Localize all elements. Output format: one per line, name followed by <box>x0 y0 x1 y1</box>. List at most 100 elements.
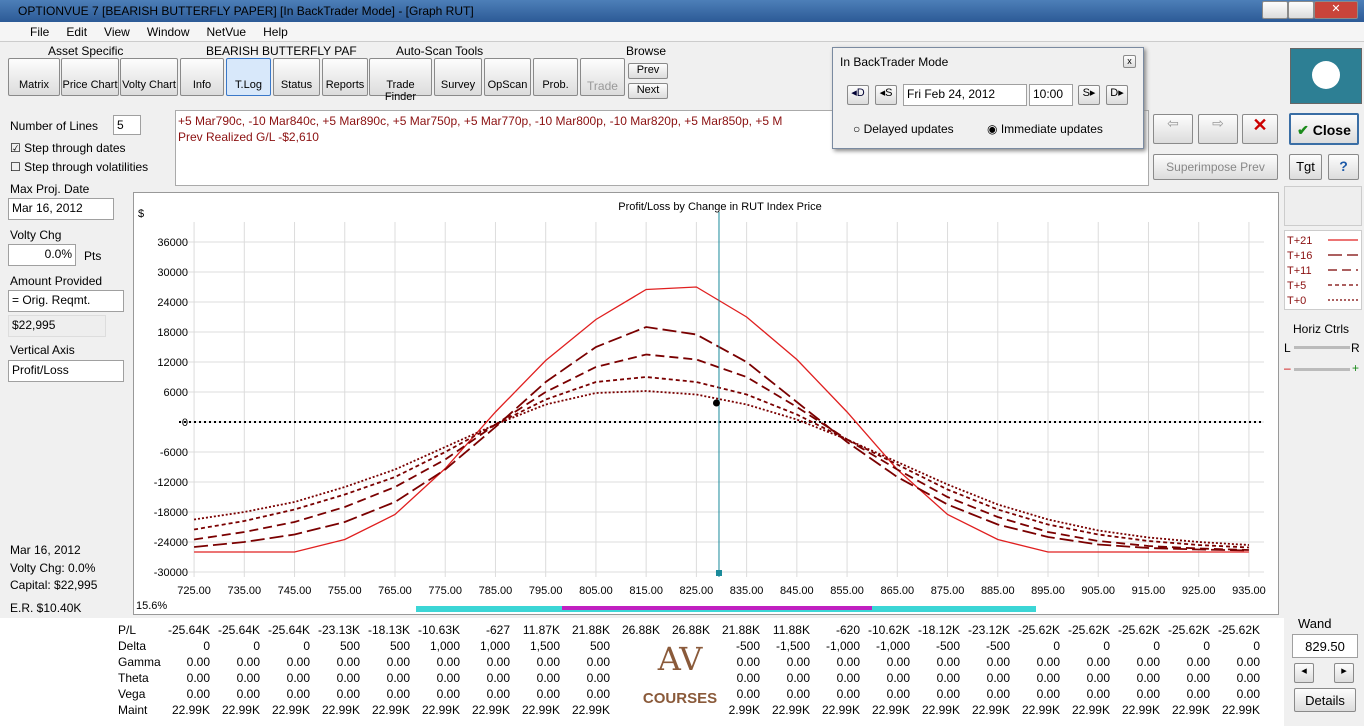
wand-left[interactable]: ◂ <box>1294 663 1314 683</box>
series-line <box>193 326 1249 552</box>
date-field[interactable]: Fri Feb 24, 2012 <box>903 84 1027 106</box>
row-label: Vega <box>118 687 146 701</box>
left-arrow[interactable]: ⇦ <box>1153 114 1193 144</box>
table-cell: 0.00 <box>1136 671 1160 685</box>
vaxis-select[interactable]: Profit/Loss <box>8 360 124 382</box>
table-cell: -23.13K <box>317 623 360 637</box>
table-cell: 0 <box>1203 639 1210 653</box>
horiz-label: Horiz Ctrls <box>1293 322 1349 336</box>
series-line <box>194 286 1249 553</box>
wand-field[interactable]: 829.50 <box>1292 634 1358 658</box>
wand-label: Wand <box>1298 616 1332 631</box>
x-tick-label: 745.00 <box>278 585 312 597</box>
table-cell: 0.00 <box>186 671 210 685</box>
x-tick-label: 865.00 <box>880 585 914 597</box>
toolbar-button[interactable]: Matrix <box>8 58 60 96</box>
table-cell: 0.00 <box>1136 687 1160 701</box>
time-field[interactable]: 10:00 <box>1029 84 1073 106</box>
menu-item[interactable]: NetVue <box>206 25 247 39</box>
toolbar-button[interactable]: Trade Finder <box>369 58 432 103</box>
step-back-session[interactable]: ◂S <box>875 85 897 105</box>
menu-item[interactable]: Help <box>263 25 288 39</box>
title-bar <box>0 0 1364 22</box>
toolbar-button[interactable]: Survey <box>434 58 482 96</box>
next-button[interactable]: Next <box>628 83 668 99</box>
toolbar-button[interactable]: Prob. <box>533 58 578 96</box>
table-cell: 0.00 <box>1186 671 1210 685</box>
range-bar-inner <box>562 606 872 610</box>
step-back-day[interactable]: ◂D <box>847 85 869 105</box>
table-cell: 26.88K <box>621 623 660 637</box>
dialog-title: In BackTrader Mode <box>840 55 949 69</box>
window-controls[interactable]: ✕ <box>1262 1 1358 19</box>
legend-label: T+5 <box>1287 280 1306 292</box>
table-cell: 0.00 <box>186 687 210 701</box>
help-button[interactable]: ? <box>1328 154 1359 180</box>
lines-label: Number of Lines <box>10 119 99 133</box>
positions-legs: +5 Mar790c, -10 Mar840c, +5 Mar890c, +5 … <box>178 114 783 128</box>
table-cell: 0.00 <box>336 655 360 669</box>
prev-button[interactable]: Prev <box>628 63 668 79</box>
horiz-slider[interactable] <box>1294 346 1350 349</box>
menu-item[interactable]: View <box>104 25 130 39</box>
tgt-button[interactable]: Tgt <box>1289 154 1322 180</box>
max-date-field[interactable]: Mar 16, 2012 <box>8 198 114 220</box>
toolbar-button[interactable]: Volty Chart <box>120 58 178 96</box>
step-fwd-day[interactable]: D▸ <box>1106 85 1128 105</box>
vert-slider[interactable] <box>1294 368 1350 371</box>
table-cell: 22.99K <box>571 703 610 717</box>
toolbar-button[interactable]: Reports <box>322 58 368 96</box>
x-tick-label: 895.00 <box>1031 585 1065 597</box>
table-cell: -25.62K <box>1067 623 1110 637</box>
lines-field[interactable]: 5 <box>113 115 141 135</box>
table-cell: 22.99K <box>371 703 410 717</box>
table-cell: -25.64K <box>217 623 260 637</box>
row-label: Maint <box>118 703 148 717</box>
x-tick-label: 735.00 <box>227 585 261 597</box>
menu-item[interactable]: File <box>30 25 50 39</box>
volty-field[interactable]: 0.0% <box>8 244 76 266</box>
wand-right[interactable]: ▸ <box>1334 663 1354 683</box>
table-cell: -10.63K <box>417 623 460 637</box>
step-dates-check[interactable]: ☑ Step through dates <box>10 141 126 155</box>
table-cell: 0.00 <box>1186 655 1210 669</box>
table-cell: 0.00 <box>286 687 310 701</box>
table-cell: -18.12K <box>917 623 960 637</box>
table-cell: 0.00 <box>386 687 410 701</box>
right-arrow[interactable]: ⇨ <box>1198 114 1238 144</box>
toolbar-button[interactable]: Trade <box>580 58 625 96</box>
group-label: Auto-Scan Tools <box>396 44 484 58</box>
step-vols-check[interactable]: ☐ Step through volatilities <box>10 160 149 174</box>
delayed-radio[interactable]: ○ Delayed updates <box>853 122 954 136</box>
menu-item[interactable]: Window <box>146 25 190 39</box>
details-button[interactable]: Details <box>1294 688 1356 712</box>
toolbar-button[interactable]: T.Log <box>226 58 271 96</box>
toolbar-button[interactable]: OpScan <box>484 58 531 96</box>
toolbar-button[interactable]: Info <box>180 58 224 96</box>
immediate-radio[interactable]: ◉ Immediate updates <box>987 122 1103 136</box>
close-button[interactable]: ✔ Close <box>1289 113 1359 145</box>
amount-mode[interactable]: = Orig. Reqmt. <box>8 290 124 312</box>
y-tick-label: 24000 <box>157 297 188 309</box>
table-cell: 0 <box>253 639 260 653</box>
x-tick-label: 825.00 <box>680 585 714 597</box>
table-cell: 0.00 <box>1186 687 1210 701</box>
table-cell: -25.62K <box>1017 623 1060 637</box>
toolbar-button[interactable]: Price Chart <box>61 58 119 96</box>
menu-item[interactable]: Edit <box>66 25 88 39</box>
table-cell: 500 <box>589 639 610 653</box>
x-tick-label: 845.00 <box>780 585 814 597</box>
table-cell: -25.62K <box>1117 623 1160 637</box>
table-cell: 0.00 <box>736 687 760 701</box>
chart-title: Profit/Loss by Change in RUT Index Price <box>618 201 821 213</box>
toolbar-button[interactable]: Status <box>273 58 320 96</box>
delete-button[interactable]: ✕ <box>1242 114 1278 144</box>
dialog-close[interactable]: x <box>1123 55 1136 68</box>
superimpose-button[interactable]: Superimpose Prev <box>1153 154 1278 180</box>
table-cell: 22.99K <box>1021 703 1060 717</box>
table-cell: -18.13K <box>367 623 410 637</box>
x-tick-label: 875.00 <box>931 585 965 597</box>
amount-label: Amount Provided <box>10 274 103 288</box>
step-fwd-session[interactable]: S▸ <box>1078 85 1100 105</box>
